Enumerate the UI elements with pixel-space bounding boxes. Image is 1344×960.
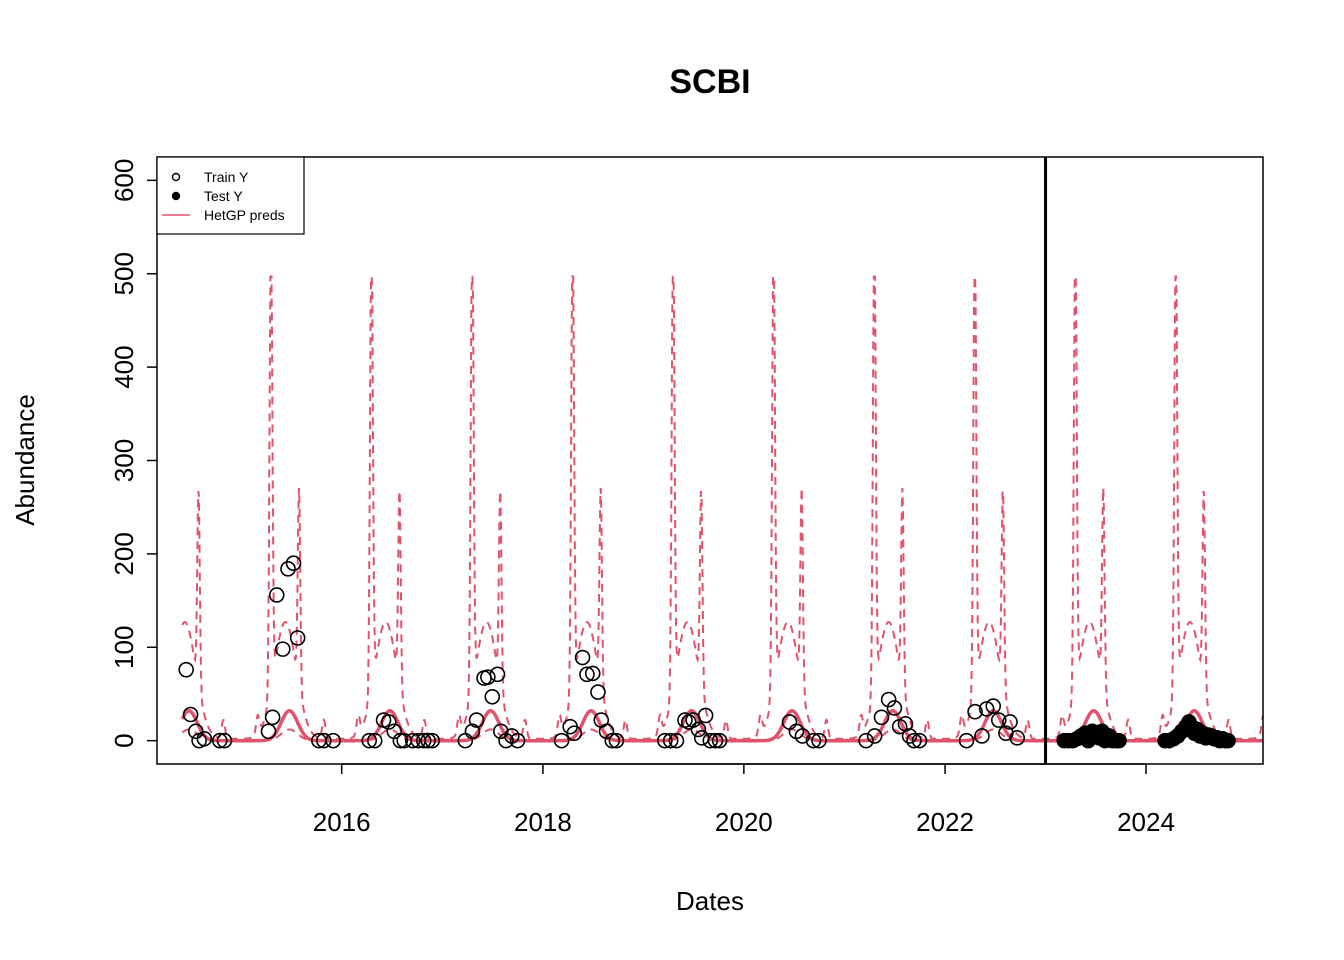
train-point [280, 561, 296, 577]
train-point [901, 728, 918, 744]
train-point [178, 661, 194, 678]
test-point [1111, 732, 1127, 749]
train-point [990, 712, 1007, 728]
train-point [285, 555, 302, 572]
train-point [289, 630, 306, 646]
train-point [711, 732, 728, 749]
legend-box [156, 156, 305, 235]
train-point [880, 691, 897, 708]
train-point [690, 721, 707, 738]
train-point [873, 709, 890, 726]
train-point [978, 701, 995, 717]
train-point [958, 732, 975, 749]
train-point [566, 725, 583, 741]
train-point [553, 732, 570, 749]
train-point [1002, 714, 1018, 730]
train-point [264, 709, 281, 726]
train-point [805, 732, 822, 749]
train-point [911, 732, 928, 749]
y-axis-label: Abundance [10, 394, 40, 526]
x-tick-label: 2022 [916, 807, 974, 837]
train-point [811, 732, 827, 749]
legend-entry-label: Train Y [204, 169, 249, 185]
train-point [316, 732, 332, 749]
train-point [182, 706, 199, 723]
train-point [574, 649, 591, 666]
train-point [404, 732, 421, 749]
y-tick-label: 100 [109, 626, 139, 669]
train-point [509, 732, 526, 749]
train-point [1009, 730, 1025, 746]
plot-frame [156, 156, 1264, 765]
train-point [468, 712, 485, 728]
y-tick-label: 300 [109, 439, 139, 482]
test-point [1220, 732, 1236, 749]
x-tick-label: 2018 [514, 807, 572, 837]
train-point [268, 587, 285, 603]
train-point [424, 732, 441, 749]
train-point [489, 666, 506, 683]
train-point [967, 703, 983, 720]
plot-area [178, 157, 1264, 764]
train-point [361, 732, 378, 749]
train-point [906, 732, 922, 749]
train-point [216, 732, 233, 749]
train-point [707, 732, 724, 749]
train-point [974, 728, 990, 744]
axes: 2016 2018 2020 2022 2024 0 100 200 300 400 500 600 [109, 159, 1175, 837]
train-point [484, 688, 501, 705]
y-tick-label: 600 [109, 159, 139, 202]
legend: Train Y Test Y HetGP preds [156, 156, 305, 235]
train-point [662, 732, 679, 749]
train-point [420, 732, 436, 749]
chart-title: SCBI [669, 63, 750, 101]
train-point [464, 723, 481, 740]
train-point [325, 732, 341, 749]
train-point [493, 723, 509, 740]
y-tick-label: 0 [109, 733, 139, 747]
x-tick-label: 2016 [313, 807, 371, 837]
y-tick-label: 400 [109, 345, 139, 388]
pred-upper-band [181, 275, 1264, 740]
train-point [392, 732, 409, 749]
x-axis-label: Dates [676, 886, 744, 916]
train-point [211, 732, 228, 749]
train-point [697, 707, 714, 724]
train-point [579, 666, 595, 683]
train-point [702, 732, 719, 749]
legend-entry-label: HetGP preds [204, 207, 285, 223]
train-point [415, 732, 432, 749]
train-point [196, 730, 213, 747]
x-tick-label: 2020 [715, 807, 773, 837]
legend-entry-label: Test Y [204, 188, 243, 204]
train-point [260, 723, 277, 740]
train-point [985, 698, 1002, 714]
legend-train-symbol [171, 172, 181, 182]
train-point [380, 714, 397, 730]
train-point [590, 684, 606, 700]
train-point [866, 728, 883, 744]
train-point [657, 732, 673, 749]
x-tick-label: 2024 [1117, 807, 1175, 837]
train-point [858, 732, 874, 749]
train-point [608, 732, 625, 749]
train-point [366, 732, 383, 749]
train-point [480, 669, 496, 685]
train-point [693, 730, 710, 746]
legend-test-symbol [171, 191, 181, 201]
train-point [794, 728, 811, 744]
train-point [584, 665, 601, 682]
y-tick-label: 500 [109, 252, 139, 295]
train-point [886, 700, 903, 716]
train-point [274, 641, 291, 657]
y-tick-label: 200 [109, 532, 139, 575]
train-point [604, 732, 621, 749]
train-point [668, 732, 685, 749]
